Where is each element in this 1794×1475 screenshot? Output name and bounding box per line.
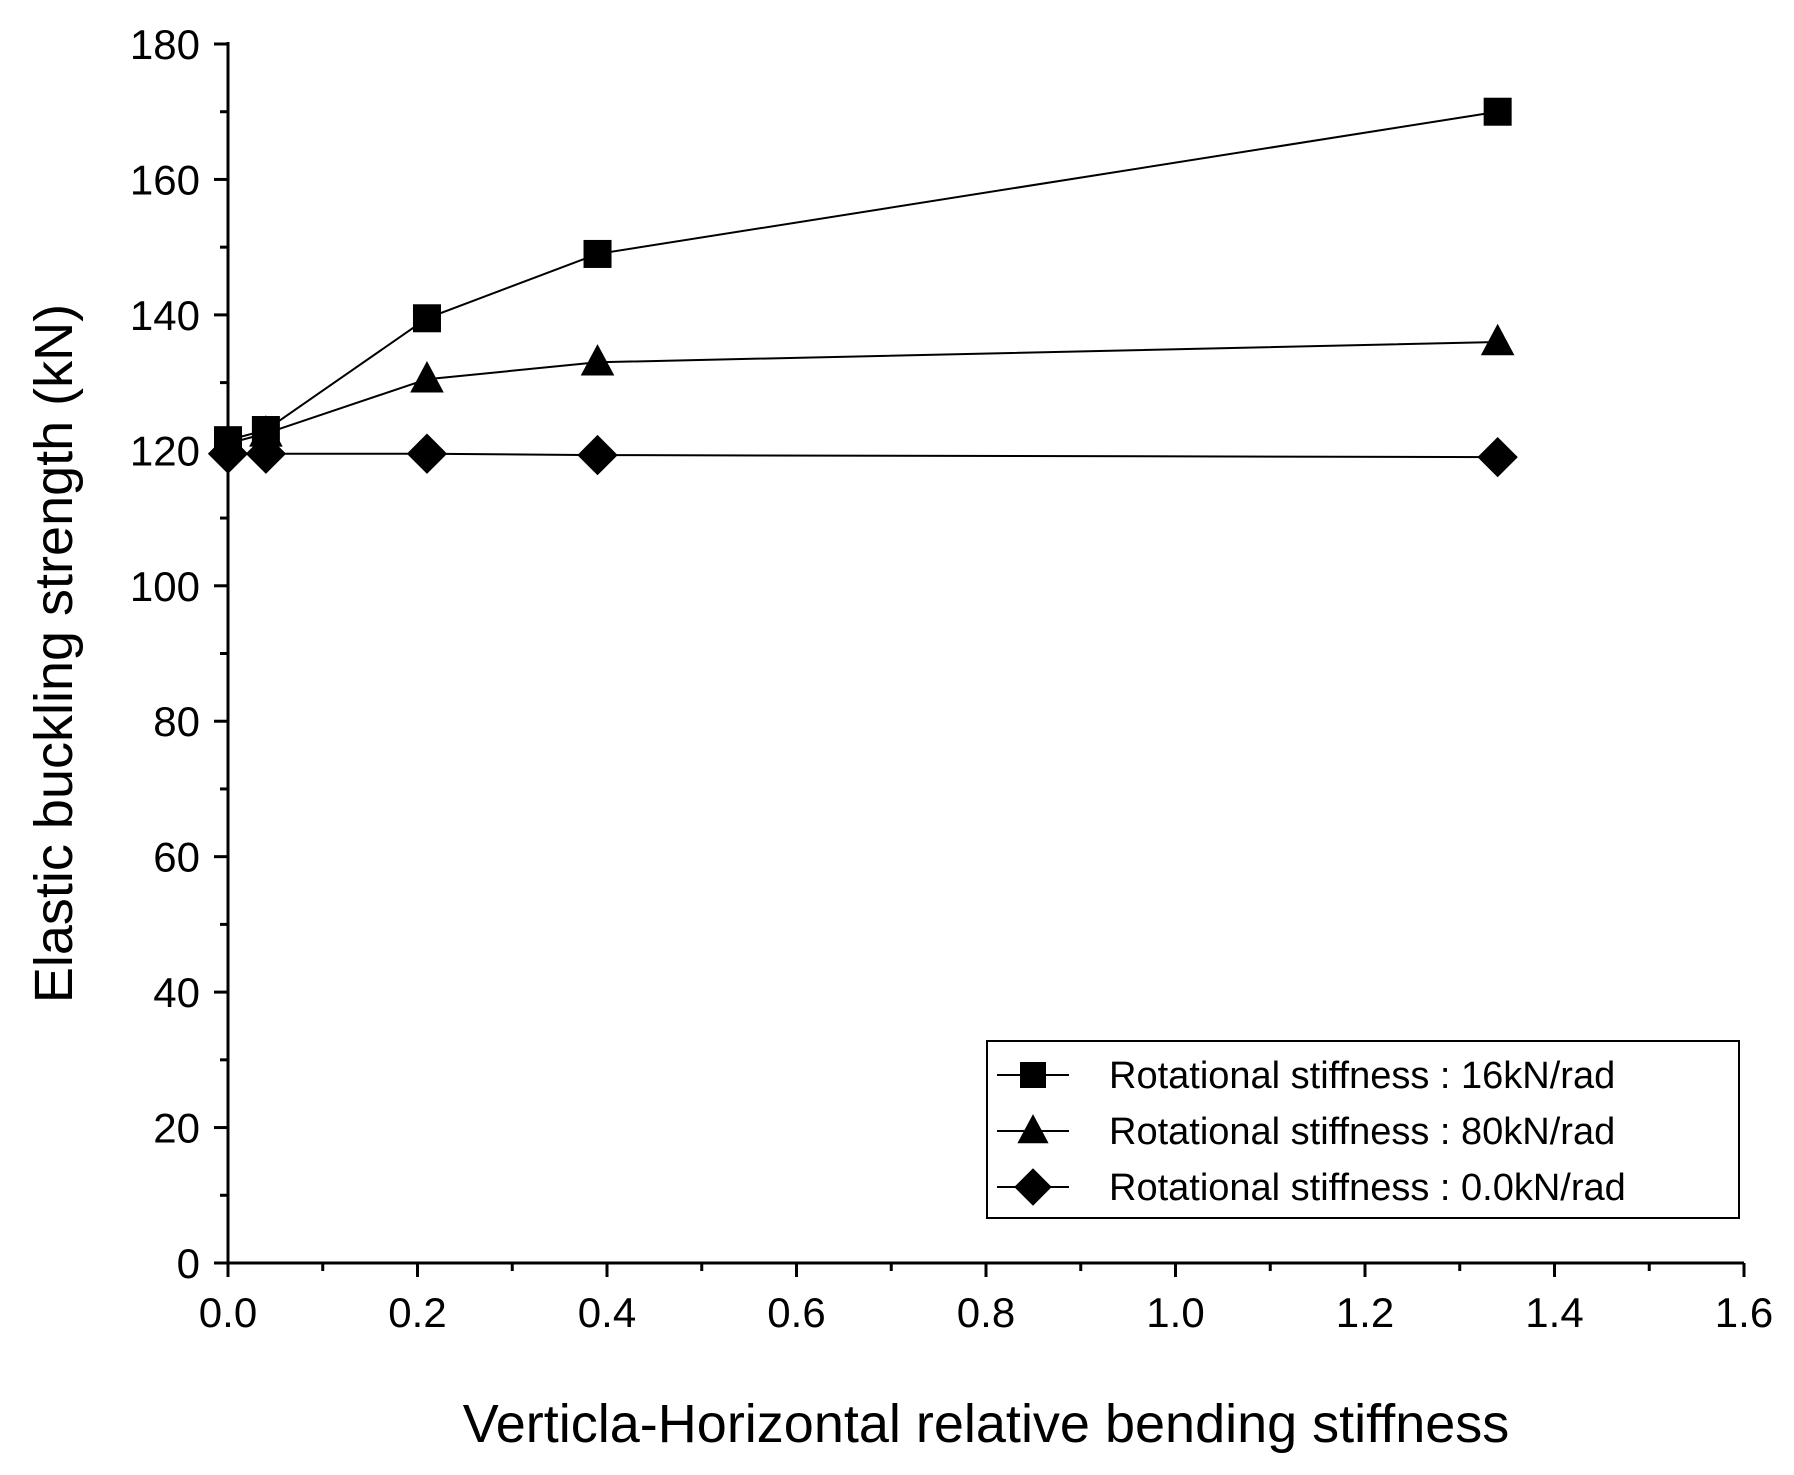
legend-label: Rotational stiffness : 16kN/rad — [1109, 1055, 1615, 1097]
series-square — [214, 97, 1512, 455]
legend-label: Rotational stiffness : 0.0kN/rad — [1109, 1167, 1626, 1209]
data-point — [1480, 323, 1515, 356]
series-layer — [207, 97, 1518, 478]
legend-label: Rotational stiffness : 80kN/rad — [1109, 1111, 1615, 1153]
x-tick-label: 0.4 — [578, 1289, 636, 1336]
data-point — [412, 304, 441, 333]
legend-entry: Rotational stiffness : 80kN/rad — [997, 1111, 1615, 1153]
y-tick-label: 20 — [153, 1105, 200, 1152]
legend-box — [986, 1040, 1740, 1219]
data-point — [583, 239, 612, 268]
x-tick-label: 0.8 — [957, 1289, 1015, 1336]
x-tick-label: 1.0 — [1146, 1289, 1204, 1336]
data-point — [580, 344, 615, 376]
data-point — [406, 433, 448, 474]
y-tick-label: 180 — [130, 21, 200, 68]
plot-area: 0.0 0.2 0.4 0.6 0.8 1.0 1.2 1.4 1.6 0 20 40 60 80 100 1… — [130, 21, 1773, 1336]
legend-marker — [1017, 1114, 1049, 1144]
legend-entry: Rotational stiffness : 16kN/rad — [997, 1055, 1615, 1097]
x-tick-label: 1.6 — [1715, 1289, 1773, 1336]
y-tick-label: 40 — [153, 969, 200, 1016]
series-triangle — [211, 323, 1515, 457]
y-tick-label: 100 — [130, 563, 200, 610]
y-tick-label: 80 — [153, 698, 200, 745]
x-tick-label: 0.6 — [767, 1289, 825, 1336]
x-axis-title: Verticla-Horizontal relative bending sti… — [463, 1394, 1510, 1454]
series-diamond — [207, 433, 1518, 478]
legend-marker — [1020, 1062, 1046, 1088]
y-axis-title: Elastic buckling strength (kN) — [24, 304, 84, 1003]
series-line — [227, 340, 1498, 445]
x-tick-label: 0.2 — [388, 1289, 446, 1336]
data-point — [249, 415, 283, 447]
x-tick-label: 1.4 — [1525, 1289, 1583, 1336]
y-tick-label: 60 — [153, 834, 200, 881]
legend-marker — [1014, 1168, 1052, 1206]
data-point — [1483, 97, 1512, 126]
legend-entry: Rotational stiffness : 0.0kN/rad — [997, 1167, 1626, 1209]
x-tick-label: 1.2 — [1336, 1289, 1394, 1336]
y-tick-label: 0 — [177, 1240, 200, 1287]
data-point — [207, 433, 249, 474]
y-tick-label: 120 — [130, 427, 200, 474]
data-point — [1477, 436, 1518, 478]
y-tick-label: 140 — [130, 292, 200, 339]
y-tick-label: 160 — [130, 156, 200, 203]
x-tick-label: 0.0 — [199, 1289, 257, 1336]
legend: Rotational stiffness : 16kN/rad Rotationa… — [986, 1040, 1740, 1219]
data-point — [410, 360, 444, 393]
data-point — [245, 433, 287, 474]
data-point — [577, 434, 618, 476]
